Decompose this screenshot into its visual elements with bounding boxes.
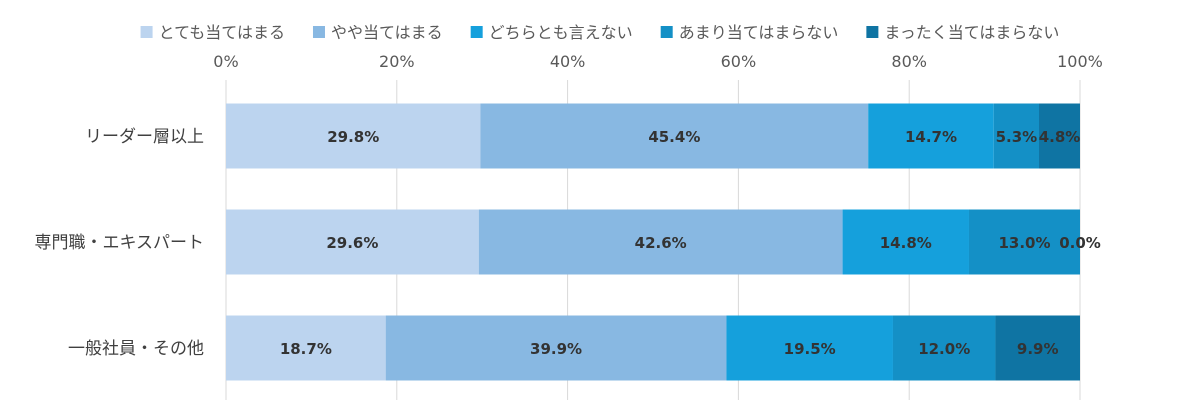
x-tick-label: 0% — [213, 52, 238, 71]
data-label: 39.9% — [530, 340, 582, 358]
data-label: 29.6% — [326, 234, 378, 252]
bar-segment: どちらとも言えない 14.7% — [868, 103, 994, 169]
legend-label: まったく当てはまらない — [884, 23, 1059, 42]
category-label: 一般社員・その他 — [68, 339, 204, 359]
legend-label: とても当てはまる — [159, 23, 285, 42]
bar-segment: やや当てはまる 39.9% — [385, 315, 727, 381]
legend-label: どちらとも言えない — [489, 23, 633, 42]
data-label: 5.3% — [996, 128, 1038, 146]
data-label: 45.4% — [648, 128, 700, 146]
legend-swatch — [470, 26, 483, 38]
bar-segment: まったく当てはまらない 4.8% — [1039, 103, 1080, 169]
bar-segment: どちらとも言えない 19.5% — [726, 315, 893, 381]
x-tick-label: 60% — [721, 52, 757, 71]
bar-segment: とても当てはまる 29.8% — [226, 103, 481, 169]
category-label: 専門職・エキスパート — [35, 233, 205, 253]
category-label: リーダー層以上 — [85, 127, 204, 147]
bar-segment: やや当てはまる 45.4% — [480, 103, 869, 169]
legend-swatch — [140, 26, 153, 38]
data-label: 18.7% — [280, 340, 332, 358]
data-label: 42.6% — [635, 234, 687, 252]
bar-segment: あまり当てはまらない 13.0% — [968, 209, 1080, 275]
data-label: 4.8% — [1039, 128, 1081, 146]
x-tick-label: 40% — [550, 52, 586, 71]
bar-segment: とても当てはまる 29.6% — [226, 209, 479, 275]
x-tick-label: 20% — [379, 52, 415, 71]
data-label: 12.0% — [918, 340, 970, 358]
bar-segment: とても当てはまる 18.7% — [226, 315, 386, 381]
legend-swatch — [312, 26, 325, 38]
x-tick-label: 100% — [1057, 52, 1103, 71]
bar-segment: あまり当てはまらない 5.3% — [993, 103, 1040, 169]
legend-label: やや当てはまる — [331, 23, 443, 42]
x-tick-label: 80% — [891, 52, 927, 71]
data-label: 14.7% — [905, 128, 957, 146]
data-label: 9.9% — [1017, 340, 1059, 358]
legend-swatch — [866, 26, 879, 38]
bar-segment: まったく当てはまらない 9.9% — [995, 315, 1080, 381]
data-label: 19.5% — [784, 340, 836, 358]
bar-segment: やや当てはまる 42.6% — [478, 209, 843, 275]
bar-segment: どちらとも言えない 14.8% — [842, 209, 969, 275]
legend-swatch — [660, 26, 673, 38]
data-label: 0.0% — [1059, 234, 1101, 252]
data-label: 29.8% — [327, 128, 379, 146]
data-label: 13.0% — [998, 234, 1050, 252]
data-label: 14.8% — [880, 234, 932, 252]
legend-label: あまり当てはまらない — [679, 23, 839, 42]
bar-segment: あまり当てはまらない 12.0% — [892, 315, 996, 381]
